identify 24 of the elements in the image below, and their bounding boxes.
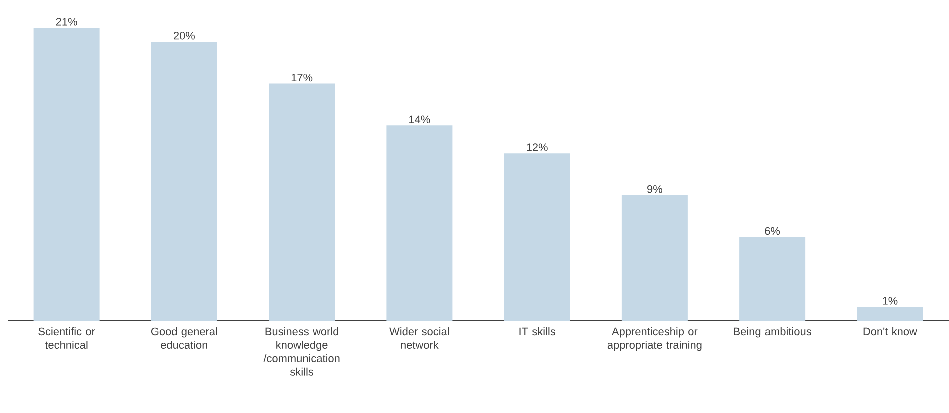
data-label: 20% — [174, 32, 195, 40]
bar — [386, 126, 453, 321]
bar — [857, 307, 924, 321]
data-label: 14% — [410, 116, 430, 124]
bar — [151, 42, 218, 321]
data-label: 6% — [765, 227, 780, 236]
bar — [34, 28, 100, 321]
bar — [504, 154, 570, 321]
bar — [622, 195, 688, 321]
data-label: 9% — [648, 185, 662, 194]
x-tick-label: Business world knowledge /communication skills — [264, 328, 340, 376]
x-tick-label: Wider social network — [390, 328, 450, 350]
x-tick-label: Scientific or technical — [38, 328, 96, 350]
x-tick-label: IT skills — [520, 328, 556, 336]
bar — [740, 237, 806, 321]
x-tick-label: Good general education — [151, 328, 218, 350]
x-tick-label: Apprenticeship or appropriate training — [608, 328, 702, 352]
x-tick-label: Don't know — [864, 328, 918, 336]
x-tick-label: Being ambitious — [734, 328, 812, 338]
data-label: 21% — [56, 18, 78, 26]
data-label: 12% — [527, 144, 548, 152]
data-label: 1% — [883, 297, 898, 305]
bar — [269, 84, 336, 321]
data-label: 17% — [292, 74, 313, 82]
